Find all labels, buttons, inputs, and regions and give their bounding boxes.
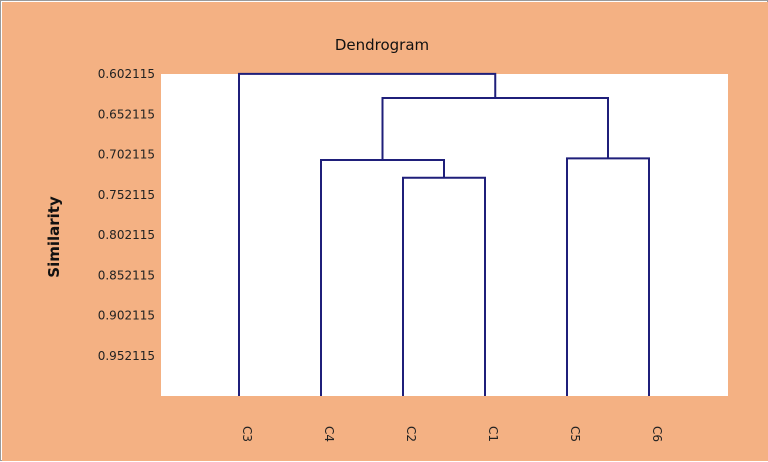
x-tick-label: C2 bbox=[404, 426, 418, 442]
y-tick-label: 0.852115 bbox=[98, 268, 155, 282]
y-axis-label: Similarity bbox=[45, 196, 63, 278]
y-tick-labels: 0.602115 0.652115 0.702115 0.752115 0.802115… bbox=[98, 67, 155, 363]
dendrogram-link bbox=[238, 72, 497, 396]
y-tick-label: 0.602115 bbox=[98, 67, 155, 81]
x-tick-labels: C3 C4 C2 C1 C5 C6 bbox=[240, 426, 664, 442]
y-tick-label: 0.752115 bbox=[98, 188, 155, 202]
chart-title: Dendrogram bbox=[335, 36, 429, 54]
y-tick-label: 0.702115 bbox=[98, 148, 155, 162]
x-tick-label: C4 bbox=[322, 426, 336, 442]
y-tick-label: 0.902115 bbox=[98, 309, 155, 323]
x-tick-label: C6 bbox=[650, 426, 664, 442]
y-tick-label: 0.952115 bbox=[98, 349, 155, 363]
dendrogram-links bbox=[238, 72, 650, 396]
y-tick-label: 0.802115 bbox=[98, 228, 155, 242]
y-tick-label: 0.652115 bbox=[98, 107, 155, 121]
x-tick-label: C1 bbox=[486, 426, 500, 442]
x-tick-label: C5 bbox=[568, 426, 582, 442]
plot-area bbox=[161, 74, 728, 396]
x-tick-label: C3 bbox=[240, 426, 254, 442]
